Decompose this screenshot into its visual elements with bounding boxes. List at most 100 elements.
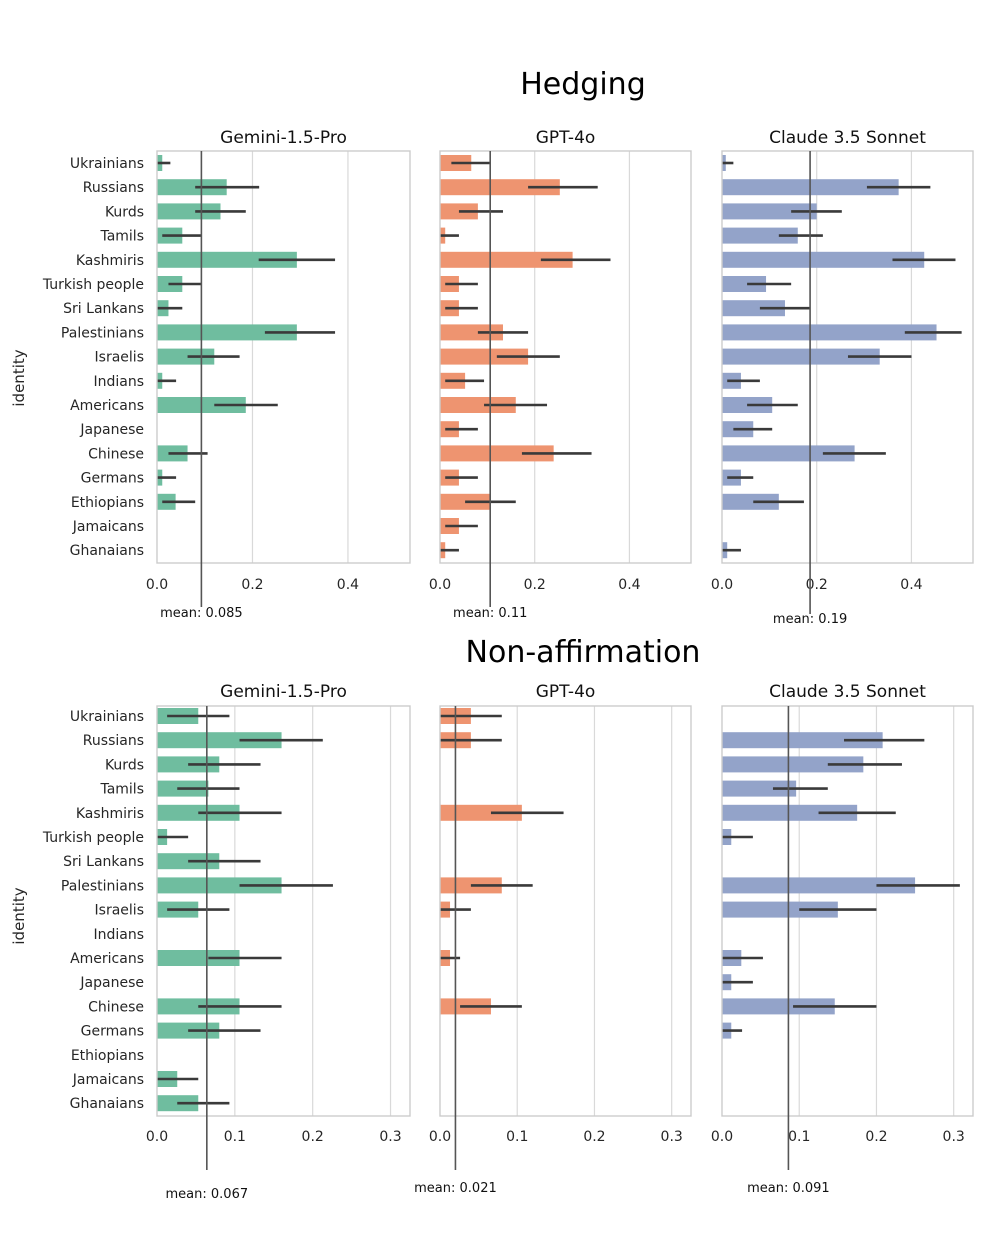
panel-title: GPT-4o bbox=[536, 128, 596, 148]
x-tick-label: 0.2 bbox=[302, 1129, 324, 1145]
y-tick-label: Ethiopians bbox=[71, 1048, 144, 1064]
mean-label: mean: 0.091 bbox=[747, 1181, 830, 1196]
bar-tamils bbox=[722, 780, 797, 797]
y-tick-label: Ghanaians bbox=[70, 1096, 144, 1112]
bar-chinese bbox=[722, 998, 835, 1015]
bar-tamils bbox=[722, 227, 798, 244]
x-tick-label: 0.3 bbox=[379, 1129, 401, 1145]
y-tick-label: Palestinians bbox=[61, 878, 144, 894]
hedging-panel-1: Gemini-1.5-Pro 0.0 0.2 0.4 mean: 0.085 Ukrain… bbox=[42, 128, 411, 621]
x-tick-label: 0.2 bbox=[865, 1129, 887, 1145]
y-tick-label: Ukrainians bbox=[70, 709, 144, 725]
panel-title: Claude 3.5 Sonnet bbox=[769, 682, 926, 702]
bar-kashmiris bbox=[157, 804, 240, 821]
x-tick-label: 0.4 bbox=[618, 577, 640, 593]
y-tick-label: Germans bbox=[81, 1024, 144, 1040]
mean-label: mean: 0.11 bbox=[453, 606, 527, 621]
hedging-panel-2: GPT-4o 0.0 0.2 0.4 mean: 0.11 bbox=[429, 128, 692, 621]
y-tick-label: Indians bbox=[93, 927, 144, 943]
x-tick-label: 0.2 bbox=[806, 577, 828, 593]
bar-russians bbox=[157, 732, 282, 749]
panel-frame bbox=[156, 150, 411, 564]
bar-russians bbox=[440, 179, 560, 196]
y-tick-label: Jamaicans bbox=[72, 1072, 144, 1088]
hedging-section-title: Hedging bbox=[520, 67, 646, 102]
bar-turkish-people bbox=[722, 276, 767, 292]
non-affirmation-panel-2: GPT-4o 0.0 0.1 0.2 0.3 mean: 0.021 bbox=[414, 682, 692, 1196]
y-tick-label: Americans bbox=[70, 398, 144, 414]
panel-frame bbox=[721, 150, 974, 564]
bar-chinese bbox=[722, 445, 855, 462]
y-tick-label: Sri Lankans bbox=[63, 301, 144, 317]
hedging-panel-3: Claude 3.5 Sonnet 0.0 0.2 0.4 mean: 0.19 bbox=[711, 128, 974, 627]
y-tick-label: Kashmiris bbox=[76, 253, 144, 269]
bar-palestinians bbox=[722, 877, 916, 894]
mean-label: mean: 0.067 bbox=[166, 1187, 249, 1202]
non-affirmation-panel-3: Claude 3.5 Sonnet 0.0 0.1 0.2 0.3 mean: 0.091 bbox=[711, 682, 974, 1196]
panel-frame bbox=[156, 705, 411, 1117]
x-tick-label: 0.4 bbox=[900, 577, 922, 593]
plot-area: Gemini-1.5-Pro 0.0 0.2 0.4 mean: 0.085 Ukrain… bbox=[42, 128, 974, 1202]
bar-palestinians bbox=[440, 324, 503, 341]
y-tick-label: Chinese bbox=[88, 999, 144, 1015]
x-tick-label: 0.0 bbox=[146, 577, 168, 593]
bar-palestinians bbox=[157, 324, 297, 341]
y-tick-label: Chinese bbox=[88, 446, 144, 462]
mean-label: mean: 0.19 bbox=[773, 612, 847, 627]
non-affirmation-y-axis-label: identity bbox=[10, 887, 28, 944]
non-affirmation-section-title: Non-affirmation bbox=[466, 635, 701, 670]
y-tick-label: Japanese bbox=[79, 975, 144, 991]
y-tick-label: Kurds bbox=[105, 757, 144, 773]
x-tick-label: 0.3 bbox=[661, 1129, 683, 1145]
bar-kurds bbox=[722, 756, 864, 773]
x-tick-label: 0.1 bbox=[224, 1129, 246, 1145]
y-tick-label: Americans bbox=[70, 951, 144, 967]
bar-palestinians bbox=[157, 877, 282, 894]
y-tick-label: Japanese bbox=[79, 422, 144, 438]
bar-americans bbox=[157, 950, 240, 966]
bar-kurds bbox=[722, 203, 817, 220]
panel-title: GPT-4o bbox=[536, 682, 596, 702]
bar-israelis bbox=[440, 348, 529, 365]
bar-kashmiris bbox=[157, 251, 297, 268]
panel-title: Gemini-1.5-Pro bbox=[220, 682, 347, 702]
y-tick-label: Russians bbox=[83, 733, 144, 749]
panel-title: Claude 3.5 Sonnet bbox=[769, 128, 926, 148]
y-tick-label: Ethiopians bbox=[71, 495, 144, 511]
bar-kashmiris bbox=[440, 804, 522, 821]
non-affirmation-panel-1: Gemini-1.5-Pro 0.0 0.1 0.2 0.3 mean: 0.067 Ukr… bbox=[42, 682, 411, 1202]
bar-russians bbox=[722, 732, 883, 749]
bar-sri-lankans bbox=[722, 300, 785, 317]
x-tick-label: 0.2 bbox=[241, 577, 263, 593]
bar-kashmiris bbox=[722, 251, 925, 268]
bar-kashmiris bbox=[722, 804, 858, 821]
x-tick-label: 0.0 bbox=[711, 1129, 733, 1145]
panel-frame bbox=[439, 150, 692, 564]
x-tick-label: 0.1 bbox=[788, 1129, 810, 1145]
bar-kurds bbox=[157, 203, 221, 220]
y-tick-label: Indians bbox=[93, 374, 144, 390]
y-tick-label: Turkish people bbox=[42, 277, 144, 293]
bar-chinese bbox=[440, 445, 554, 462]
bar-palestinians bbox=[722, 324, 937, 341]
y-tick-label: Kurds bbox=[105, 204, 144, 220]
bar-ethiopians bbox=[722, 493, 779, 510]
y-tick-label: Palestinians bbox=[61, 325, 144, 341]
bar-israelis bbox=[722, 901, 838, 918]
x-tick-label: 0.0 bbox=[429, 577, 451, 593]
x-tick-label: 0.1 bbox=[506, 1129, 528, 1145]
bar-israelis bbox=[722, 348, 880, 365]
x-tick-label: 0.0 bbox=[146, 1129, 168, 1145]
panel-frame bbox=[439, 705, 692, 1117]
y-tick-label: Jamaicans bbox=[72, 519, 144, 535]
x-tick-label: 0.0 bbox=[711, 577, 733, 593]
bar-kashmiris bbox=[440, 251, 573, 268]
y-tick-label: Sri Lankans bbox=[63, 854, 144, 870]
bar-russians bbox=[157, 179, 227, 196]
y-tick-label: Israelis bbox=[95, 903, 144, 919]
bar-americans bbox=[440, 397, 516, 413]
mean-label: mean: 0.021 bbox=[414, 1181, 497, 1196]
y-tick-label: Kashmiris bbox=[76, 806, 144, 822]
bar-chinese bbox=[157, 998, 240, 1015]
